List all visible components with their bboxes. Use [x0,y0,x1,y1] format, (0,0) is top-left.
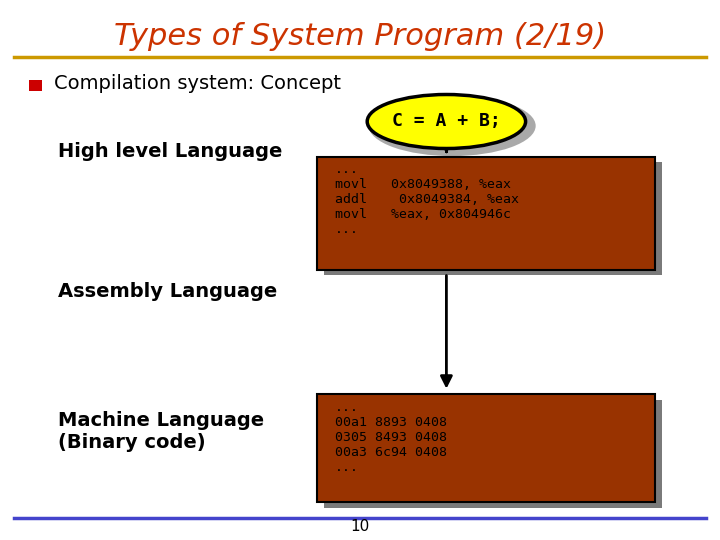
Text: Types of System Program (2/19): Types of System Program (2/19) [114,22,606,51]
FancyBboxPatch shape [317,157,655,270]
Text: ...
00a1 8893 0408
0305 8493 0408
00a3 6c94 0408
...: ... 00a1 8893 0408 0305 8493 0408 00a3 6… [335,401,447,474]
FancyBboxPatch shape [324,162,662,275]
Text: Compilation system: Concept: Compilation system: Concept [54,74,341,93]
Text: ...
movl   0x8049388, %eax
addl    0x8049384, %eax
movl   %eax, 0x804946c
...: ... movl 0x8049388, %eax addl 0x8049384,… [335,163,519,236]
Text: High level Language: High level Language [58,141,282,161]
Ellipse shape [369,96,536,156]
Text: Assembly Language: Assembly Language [58,282,277,301]
Text: Machine Language
(Binary code): Machine Language (Binary code) [58,411,264,453]
Text: C = A + B;: C = A + B; [392,112,501,131]
FancyBboxPatch shape [317,394,655,502]
Bar [29,80,42,91]
Text: 10: 10 [351,519,369,534]
FancyBboxPatch shape [324,400,662,508]
Ellipse shape [367,94,526,149]
